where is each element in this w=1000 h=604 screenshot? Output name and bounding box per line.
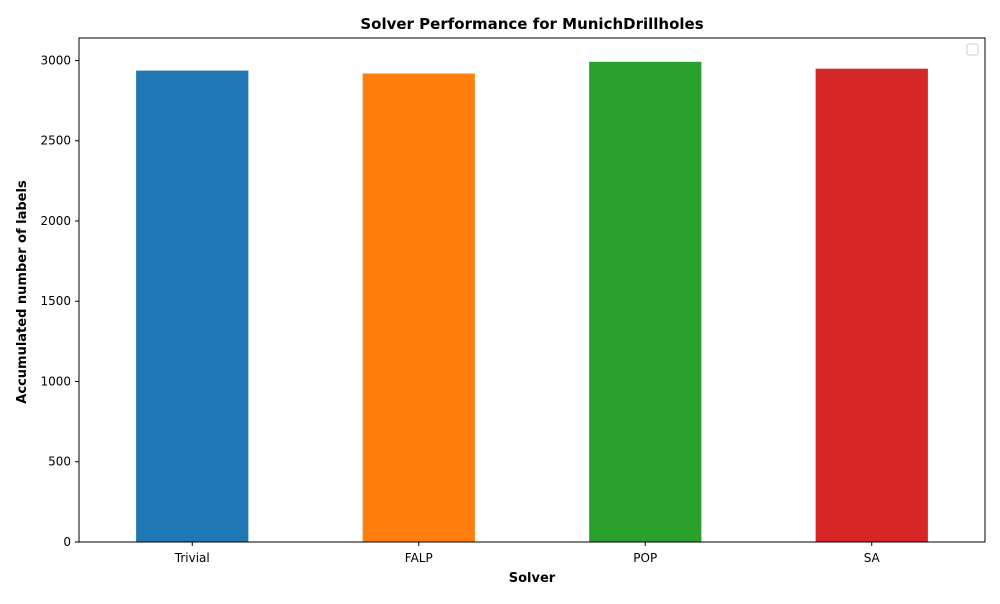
bar-trivial <box>135 69 250 543</box>
y-tick-label: 3000 <box>40 53 71 67</box>
x-axis-label: Solver <box>509 571 556 586</box>
y-tick-label: 500 <box>48 455 71 469</box>
legend-box <box>966 43 979 56</box>
chart-title: Solver Performance for MunichDrillholes <box>360 15 703 33</box>
y-tick-label: 1000 <box>40 374 71 388</box>
x-tick-label: FALP <box>405 551 433 565</box>
y-tick-label: 0 <box>63 535 71 549</box>
y-axis-label: Accumulated number of labels <box>15 180 30 404</box>
bar-falp <box>361 72 476 543</box>
axes-layer: 0 500 1000 1500 2000 2500 3000 Trivial FALP POP SA <box>40 37 986 565</box>
x-tick-label: SA <box>864 551 881 565</box>
bar-sa <box>814 67 929 543</box>
y-tick-label: 2000 <box>40 214 71 228</box>
x-tick-label: Trivial <box>174 551 210 565</box>
plot-frame <box>78 37 986 543</box>
bar-pop <box>588 60 703 543</box>
y-tick-label: 1500 <box>40 294 71 308</box>
bars-layer <box>135 60 929 543</box>
y-tick-label: 2500 <box>40 134 71 148</box>
x-tick-label: POP <box>633 551 657 565</box>
